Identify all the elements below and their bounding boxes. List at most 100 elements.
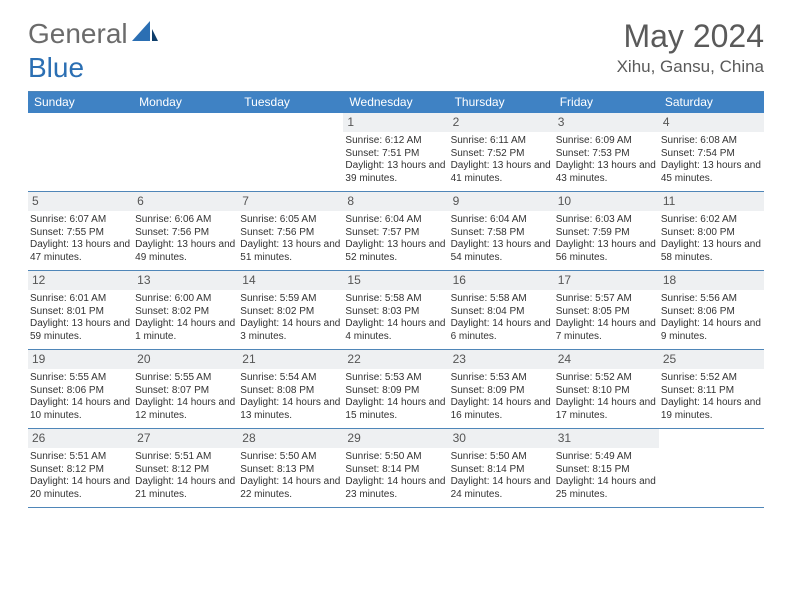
sunset-text: Sunset: 8:08 PM xyxy=(240,385,341,398)
sunset-text: Sunset: 7:58 PM xyxy=(451,227,552,240)
week-row: 5 Sunrise: 6:07 AMSunset: 7:55 PM Daylight… xyxy=(28,192,764,271)
sunrise-text: Sunrise: 5:55 AM xyxy=(135,372,236,385)
day-number: 16 xyxy=(449,271,554,290)
sunset-text: Sunset: 8:14 PM xyxy=(345,464,446,477)
daylight-text: Daylight: 14 hours and 17 minutes. xyxy=(556,397,657,422)
week-row: 26Sunrise: 5:51 AMSunset: 8:12 PMDayligh… xyxy=(28,429,764,508)
day-number: 24 xyxy=(554,350,659,369)
daylight-text: Daylight: 14 hours and 7 minutes. xyxy=(556,318,657,343)
day-number: 18 xyxy=(659,271,764,290)
day-cell: 26Sunrise: 5:51 AMSunset: 8:12 PMDayligh… xyxy=(28,429,133,507)
day-number: 27 xyxy=(133,429,238,448)
dayhead-saturday: Saturday xyxy=(659,92,764,113)
sunset-text: Sunset: 8:06 PM xyxy=(30,385,131,398)
day-cell: 3Sunrise: 6:09 AMSunset: 7:53 PMDaylight… xyxy=(554,113,659,191)
sunrise-text: Sunrise: 5:51 AM xyxy=(30,451,131,464)
daylight-text: Daylight: 14 hours and 3 minutes. xyxy=(240,318,341,343)
sunset-text: Sunset: 7:55 PM xyxy=(30,227,131,240)
day-number: 10 xyxy=(554,192,659,211)
daylight-text: Daylight: 13 hours and 56 minutes. xyxy=(556,239,657,264)
sunset-text: Sunset: 7:56 PM xyxy=(240,227,341,240)
daylight-text: Daylight: 14 hours and 24 minutes. xyxy=(451,476,552,501)
sunrise-text: Sunrise: 6:04 AM xyxy=(345,214,446,227)
sunrise-text: Sunrise: 5:58 AM xyxy=(345,293,446,306)
sunrise-text: Sunrise: 6:02 AM xyxy=(661,214,762,227)
sunrise-text: Sunrise: 5:50 AM xyxy=(451,451,552,464)
sunrise-text: Sunrise: 6:01 AM xyxy=(30,293,131,306)
sunrise-text: Sunrise: 5:56 AM xyxy=(661,293,762,306)
location: Xihu, Gansu, China xyxy=(617,57,764,77)
sunset-text: Sunset: 8:04 PM xyxy=(451,306,552,319)
day-cell: 10 Sunrise: 6:03 AMSunset: 7:59 PMDayligh… xyxy=(554,192,659,270)
day-number: 4 xyxy=(659,113,764,132)
sunrise-text: Sunrise: 6:04 AM xyxy=(451,214,552,227)
sunrise-text: Sunrise: 6:08 AM xyxy=(661,135,762,148)
dayhead-monday: Monday xyxy=(133,92,238,113)
dayhead-friday: Friday xyxy=(554,92,659,113)
day-cell: 19Sunrise: 5:55 AMSunset: 8:06 PMDayligh… xyxy=(28,350,133,428)
daylight-text: Daylight: 13 hours and 58 minutes. xyxy=(661,239,762,264)
logo-text-blue: Blue xyxy=(28,52,84,83)
day-number: 21 xyxy=(238,350,343,369)
daylight-text: Daylight: 14 hours and 16 minutes. xyxy=(451,397,552,422)
sunrise-text: Sunrise: 6:11 AM xyxy=(451,135,552,148)
sunrise-text: Sunrise: 5:51 AM xyxy=(135,451,236,464)
daylight-text: Daylight: 13 hours and 51 minutes. xyxy=(240,239,341,264)
sunrise-text: Sunrise: 5:55 AM xyxy=(30,372,131,385)
day-number: 20 xyxy=(133,350,238,369)
month-title: May 2024 xyxy=(617,18,764,55)
sunset-text: Sunset: 8:07 PM xyxy=(135,385,236,398)
day-cell: 31Sunrise: 5:49 AMSunset: 8:15 PMDayligh… xyxy=(554,429,659,507)
sunrise-text: Sunrise: 6:00 AM xyxy=(135,293,236,306)
day-number: 9 xyxy=(449,192,554,211)
week-row: 1Sunrise: 6:12 AMSunset: 7:51 PMDaylight… xyxy=(28,113,764,192)
sunset-text: Sunset: 8:02 PM xyxy=(240,306,341,319)
daylight-text: Daylight: 13 hours and 54 minutes. xyxy=(451,239,552,264)
sunrise-text: Sunrise: 5:52 AM xyxy=(556,372,657,385)
sunset-text: Sunset: 8:11 PM xyxy=(661,385,762,398)
empty-cell xyxy=(238,113,343,191)
daylight-text: Daylight: 13 hours and 45 minutes. xyxy=(661,160,762,185)
day-cell: 4Sunrise: 6:08 AMSunset: 7:54 PMDaylight… xyxy=(659,113,764,191)
sunset-text: Sunset: 8:02 PM xyxy=(135,306,236,319)
day-cell: 12Sunrise: 6:01 AMSunset: 8:01 PMDayligh… xyxy=(28,271,133,349)
sunset-text: Sunset: 8:12 PM xyxy=(135,464,236,477)
day-number: 17 xyxy=(554,271,659,290)
sunrise-text: Sunrise: 6:05 AM xyxy=(240,214,341,227)
sunset-text: Sunset: 8:01 PM xyxy=(30,306,131,319)
daylight-text: Daylight: 13 hours and 43 minutes. xyxy=(556,160,657,185)
calendar: Sunday Monday Tuesday Wednesday Thursday… xyxy=(28,91,764,508)
daylight-text: Daylight: 14 hours and 22 minutes. xyxy=(240,476,341,501)
sunrise-text: Sunrise: 5:59 AM xyxy=(240,293,341,306)
week-row: 12Sunrise: 6:01 AMSunset: 8:01 PMDayligh… xyxy=(28,271,764,350)
sunrise-text: Sunrise: 6:03 AM xyxy=(556,214,657,227)
title-block: May 2024 Xihu, Gansu, China xyxy=(617,18,764,77)
day-cell: 2Sunrise: 6:11 AMSunset: 7:52 PMDaylight… xyxy=(449,113,554,191)
day-cell: 17Sunrise: 5:57 AMSunset: 8:05 PMDayligh… xyxy=(554,271,659,349)
daylight-text: Daylight: 14 hours and 23 minutes. xyxy=(345,476,446,501)
daylight-text: Daylight: 13 hours and 39 minutes. xyxy=(345,160,446,185)
week-row: 19Sunrise: 5:55 AMSunset: 8:06 PMDayligh… xyxy=(28,350,764,429)
sunrise-text: Sunrise: 6:07 AM xyxy=(30,214,131,227)
empty-cell xyxy=(133,113,238,191)
daylight-text: Daylight: 13 hours and 49 minutes. xyxy=(135,239,236,264)
day-cell: 25Sunrise: 5:52 AMSunset: 8:11 PMDayligh… xyxy=(659,350,764,428)
day-cell: 8Sunrise: 6:04 AMSunset: 7:57 PMDaylight… xyxy=(343,192,448,270)
sunset-text: Sunset: 7:59 PM xyxy=(556,227,657,240)
daylight-text: Daylight: 14 hours and 10 minutes. xyxy=(30,397,131,422)
sunrise-text: Sunrise: 6:09 AM xyxy=(556,135,657,148)
sunset-text: Sunset: 8:09 PM xyxy=(345,385,446,398)
empty-cell xyxy=(28,113,133,191)
sunrise-text: Sunrise: 5:52 AM xyxy=(661,372,762,385)
day-number: 13 xyxy=(133,271,238,290)
logo-text-general: General xyxy=(28,18,128,50)
sunrise-text: Sunrise: 5:50 AM xyxy=(345,451,446,464)
day-number: 5 xyxy=(28,192,133,211)
day-cell: 1Sunrise: 6:12 AMSunset: 7:51 PMDaylight… xyxy=(343,113,448,191)
day-number: 15 xyxy=(343,271,448,290)
day-number: 7 xyxy=(238,192,343,211)
dayhead-wednesday: Wednesday xyxy=(343,92,448,113)
day-cell: 29Sunrise: 5:50 AMSunset: 8:14 PMDayligh… xyxy=(343,429,448,507)
day-number: 8 xyxy=(343,192,448,211)
sunrise-text: Sunrise: 6:12 AM xyxy=(345,135,446,148)
